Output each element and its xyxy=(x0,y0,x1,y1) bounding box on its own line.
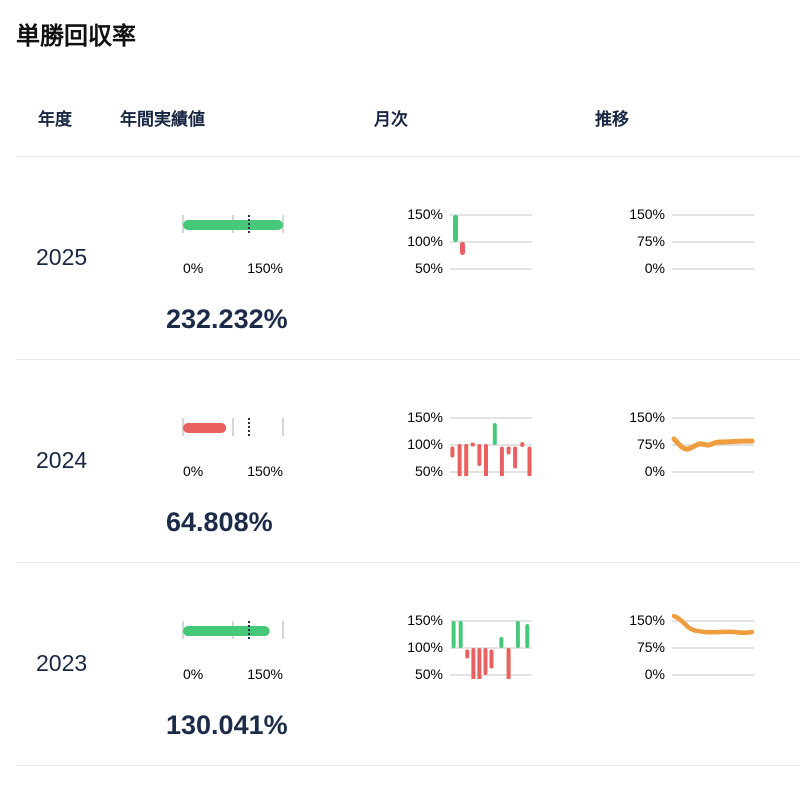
svg-text:0%: 0% xyxy=(645,463,665,476)
svg-text:100%: 100% xyxy=(407,233,443,249)
svg-text:50%: 50% xyxy=(415,260,443,273)
svg-text:0%: 0% xyxy=(183,666,203,682)
svg-text:0%: 0% xyxy=(183,463,203,479)
svg-text:150%: 150% xyxy=(629,208,665,222)
svg-text:100%: 100% xyxy=(407,436,443,452)
svg-text:75%: 75% xyxy=(637,436,665,452)
svg-text:150%: 150% xyxy=(407,208,443,222)
svg-text:75%: 75% xyxy=(637,639,665,655)
svg-text:75%: 75% xyxy=(637,233,665,249)
svg-text:150%: 150% xyxy=(629,411,665,425)
svg-text:0%: 0% xyxy=(183,260,203,276)
svg-text:100%: 100% xyxy=(407,639,443,655)
svg-text:150%: 150% xyxy=(407,411,443,425)
svg-text:50%: 50% xyxy=(415,463,443,476)
svg-text:150%: 150% xyxy=(629,614,665,628)
svg-text:0%: 0% xyxy=(645,260,665,273)
svg-text:0%: 0% xyxy=(645,666,665,679)
svg-text:150%: 150% xyxy=(247,666,283,682)
svg-text:150%: 150% xyxy=(247,260,283,276)
svg-text:150%: 150% xyxy=(247,463,283,479)
svg-text:150%: 150% xyxy=(407,614,443,628)
svg-text:50%: 50% xyxy=(415,666,443,679)
